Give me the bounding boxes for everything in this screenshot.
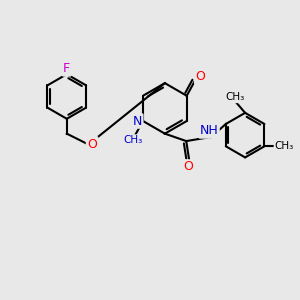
Text: O: O: [87, 138, 97, 151]
Text: O: O: [87, 138, 97, 151]
Text: CH₃: CH₃: [123, 135, 142, 145]
Text: O: O: [183, 160, 193, 173]
Text: CH₃: CH₃: [225, 92, 244, 102]
Text: N: N: [133, 115, 142, 128]
Text: CH₃: CH₃: [275, 141, 294, 151]
Text: O: O: [195, 70, 205, 83]
Text: F: F: [63, 62, 70, 75]
Text: NH: NH: [200, 124, 218, 137]
